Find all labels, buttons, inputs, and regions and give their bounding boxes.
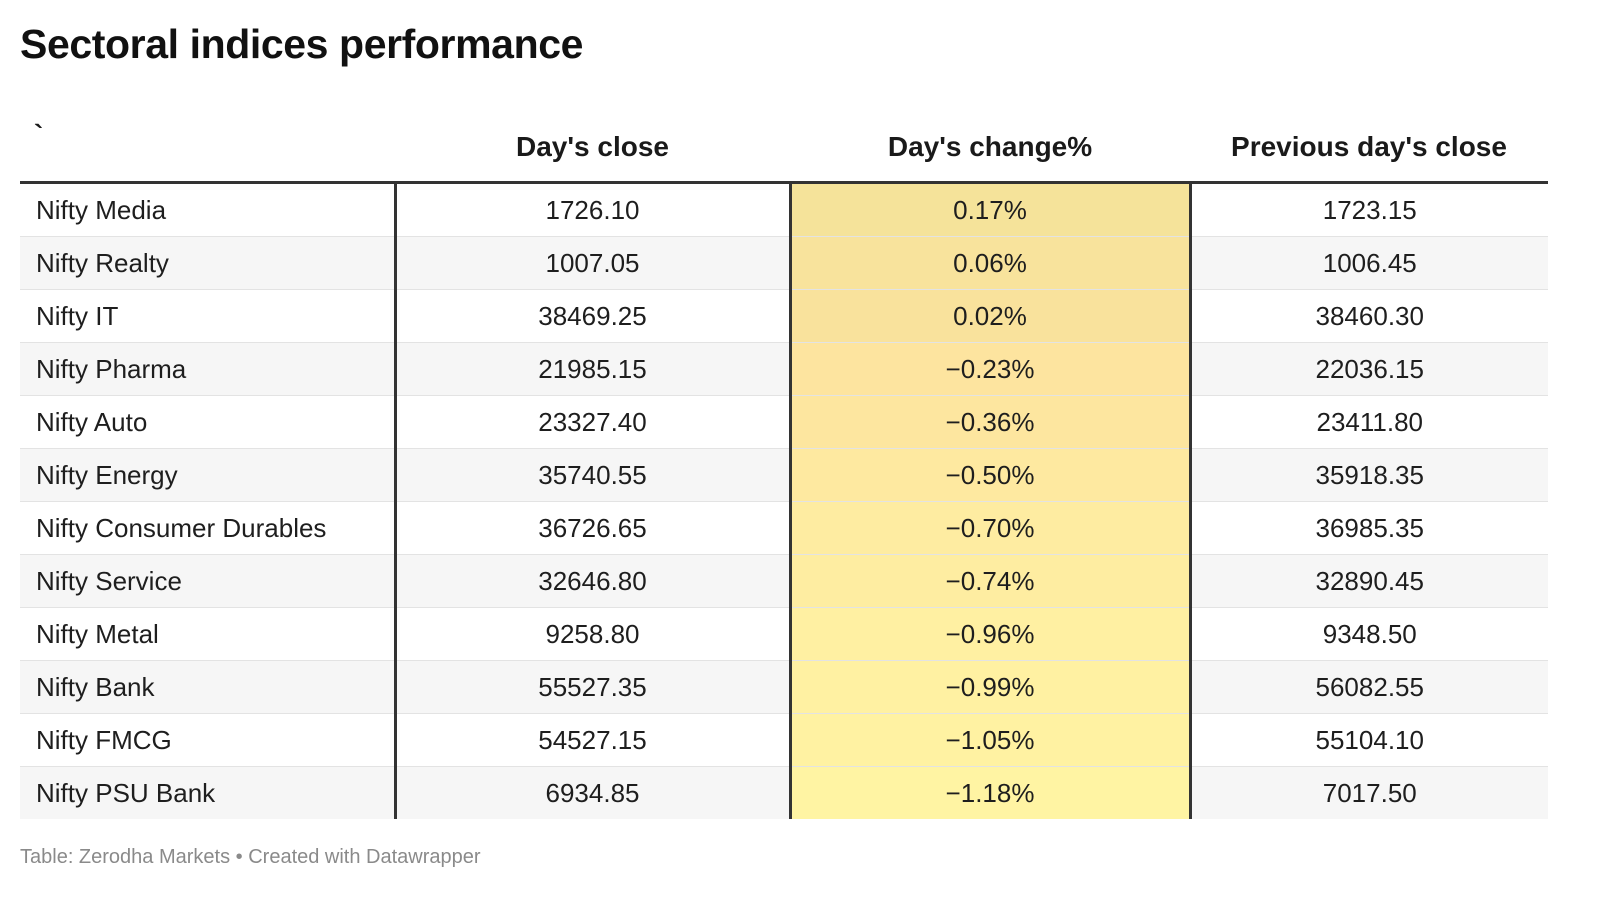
row-close-cell: 1726.10 — [393, 182, 790, 237]
row-prev-cell: 36985.35 — [1190, 501, 1548, 555]
row-prev-cell: 23411.80 — [1190, 395, 1548, 449]
table-row: Nifty Consumer Durables 36726.65 −0.70% 369… — [20, 501, 1548, 555]
row-close-cell: 36726.65 — [393, 501, 790, 555]
row-change-cell: −0.74% — [788, 554, 1192, 608]
row-name-cell: Nifty Consumer Durables — [20, 501, 395, 555]
row-name-cell: Nifty Auto — [20, 395, 395, 449]
table-row: Nifty Pharma 21985.15 −0.23% 22036.15 — [20, 342, 1548, 396]
table-header: ` Day's close Day's change% Previous day… — [20, 113, 1548, 184]
row-change-cell: −0.50% — [788, 448, 1192, 502]
row-name-cell: Nifty Bank — [20, 660, 395, 714]
sectoral-indices-table: ` Day's close Day's change% Previous day… — [20, 113, 1548, 819]
row-close-cell: 6934.85 — [393, 766, 790, 819]
row-name-cell: Nifty PSU Bank — [20, 766, 395, 819]
row-prev-cell: 38460.30 — [1190, 289, 1548, 343]
chart-title: Sectoral indices performance — [20, 21, 584, 67]
row-change-cell: 0.02% — [788, 289, 1192, 343]
row-change-cell: −0.70% — [788, 501, 1192, 555]
row-close-cell: 55527.35 — [393, 660, 790, 714]
column-header-change: Day's change% — [790, 113, 1190, 184]
table-row: Nifty Auto 23327.40 −0.36% 23411.80 — [20, 395, 1548, 449]
row-change-cell: −1.18% — [788, 766, 1192, 819]
row-name-cell: Nifty Metal — [20, 607, 395, 661]
row-name-cell: Nifty Service — [20, 554, 395, 608]
row-change-cell: −1.05% — [788, 713, 1192, 767]
row-change-cell: 0.17% — [788, 182, 1192, 237]
row-change-cell: −0.36% — [788, 395, 1192, 449]
source-credit: Table: Zerodha Markets • Created with Da… — [20, 846, 481, 868]
row-change-cell: −0.99% — [788, 660, 1192, 714]
row-prev-cell: 1723.15 — [1190, 182, 1548, 237]
table-row: Nifty PSU Bank 6934.85 −1.18% 7017.50 — [20, 766, 1548, 819]
row-prev-cell: 1006.45 — [1190, 236, 1548, 290]
table-row: Nifty Metal 9258.80 −0.96% 9348.50 — [20, 607, 1548, 661]
row-name-cell: Nifty FMCG — [20, 713, 395, 767]
column-header-name: ` — [20, 113, 395, 184]
row-prev-cell: 56082.55 — [1190, 660, 1548, 714]
row-close-cell: 1007.05 — [393, 236, 790, 290]
row-name-cell: Nifty Energy — [20, 448, 395, 502]
row-change-cell: −0.23% — [788, 342, 1192, 396]
table-row: Nifty Bank 55527.35 −0.99% 56082.55 — [20, 660, 1548, 714]
row-name-cell: Nifty IT — [20, 289, 395, 343]
table-row: Nifty Energy 35740.55 −0.50% 35918.35 — [20, 448, 1548, 502]
row-name-cell: Nifty Pharma — [20, 342, 395, 396]
row-close-cell: 54527.15 — [393, 713, 790, 767]
column-header-prev: Previous day's close — [1190, 113, 1548, 184]
row-close-cell: 23327.40 — [393, 395, 790, 449]
row-close-cell: 32646.80 — [393, 554, 790, 608]
row-prev-cell: 55104.10 — [1190, 713, 1548, 767]
row-close-cell: 21985.15 — [393, 342, 790, 396]
row-prev-cell: 7017.50 — [1190, 766, 1548, 819]
row-change-cell: 0.06% — [788, 236, 1192, 290]
table-row: Nifty Service 32646.80 −0.74% 32890.45 — [20, 554, 1548, 608]
table-row: Nifty Media 1726.10 0.17% 1723.15 — [20, 182, 1548, 237]
row-name-cell: Nifty Media — [20, 182, 395, 237]
row-close-cell: 35740.55 — [393, 448, 790, 502]
row-name-cell: Nifty Realty — [20, 236, 395, 290]
row-prev-cell: 22036.15 — [1190, 342, 1548, 396]
row-prev-cell: 35918.35 — [1190, 448, 1548, 502]
table-row: Nifty Realty 1007.05 0.06% 1006.45 — [20, 236, 1548, 290]
header-row: ` Day's close Day's change% Previous day… — [20, 113, 1548, 184]
table-row: Nifty IT 38469.25 0.02% 38460.30 — [20, 289, 1548, 343]
row-change-cell: −0.96% — [788, 607, 1192, 661]
row-close-cell: 38469.25 — [393, 289, 790, 343]
row-prev-cell: 32890.45 — [1190, 554, 1548, 608]
table-row: Nifty FMCG 54527.15 −1.05% 55104.10 — [20, 713, 1548, 767]
table-body: Nifty Media 1726.10 0.17% 1723.15 Nifty Real… — [20, 182, 1548, 819]
column-header-close: Day's close — [395, 113, 790, 184]
row-close-cell: 9258.80 — [393, 607, 790, 661]
row-prev-cell: 9348.50 — [1190, 607, 1548, 661]
